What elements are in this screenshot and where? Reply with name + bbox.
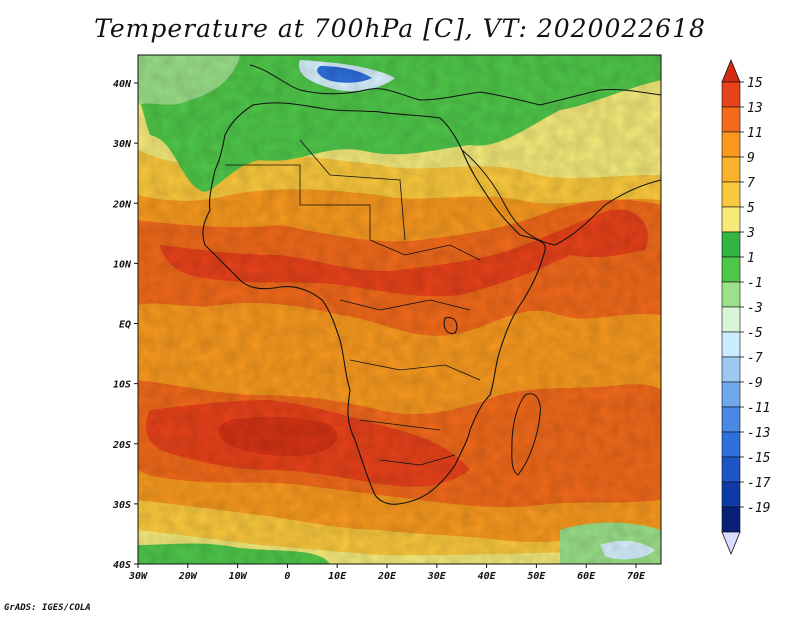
- colorbar-label: -13: [747, 426, 770, 441]
- lat-tick-label: 40S: [113, 560, 131, 571]
- colorbar-label: -19: [747, 501, 770, 516]
- country-border: [299, 139, 406, 241]
- lon-tick-label: 10W: [229, 571, 248, 582]
- country-border: [339, 299, 471, 311]
- latitude-axis: 40N 30N 20N 10N EQ 10S 20S 30S 40S: [112, 79, 138, 571]
- madagascar-coastline: [511, 393, 541, 476]
- longitude-axis: 30W 20W 10W 0 10E 20E 30E 40E 50E 60E 70E: [128, 564, 646, 582]
- software-credit: GrADS: IGES/COLA: [4, 603, 91, 613]
- colorbar-label: -11: [747, 401, 770, 416]
- country-border: [349, 359, 481, 381]
- colorbar-swatch: [721, 206, 741, 233]
- lon-tick-label: 30W: [128, 571, 148, 582]
- colorbar-swatch: [721, 306, 741, 333]
- lat-tick-label: 30N: [112, 139, 132, 150]
- coastlines: [202, 64, 661, 505]
- colorbar-swatch: [721, 331, 741, 358]
- colorbar-label: 3: [746, 226, 755, 241]
- lake-victoria: [443, 316, 458, 334]
- colorbar-swatch: [721, 81, 741, 108]
- lat-tick-label: 30S: [112, 500, 131, 511]
- lat-tick-label: EQ: [119, 320, 131, 331]
- arabia-coastline: [461, 149, 661, 246]
- colorbar-swatch: [721, 156, 741, 183]
- lon-tick-label: 10E: [328, 571, 347, 582]
- lat-tick-label: 20S: [112, 440, 131, 451]
- colorbar-label: 13: [747, 101, 763, 116]
- colorbar-swatch: [721, 456, 741, 483]
- colorbar-label: 15: [747, 76, 763, 91]
- colorbar: 15 13 11 9 7 5 3 1 -1 -3 -5 -7 -9 -11 -13 -15 -17 -19: [721, 58, 771, 556]
- country-border: [379, 454, 456, 466]
- colorbar-label: 9: [747, 151, 755, 166]
- lon-tick-label: 40E: [478, 571, 497, 582]
- colorbar-label: -7: [747, 351, 763, 366]
- colorbar-label: -1: [747, 276, 763, 291]
- colorbar-label: 11: [747, 126, 763, 141]
- europe-coastline: [249, 64, 661, 106]
- colorbar-swatch: [721, 506, 741, 533]
- colorbar-label: -5: [747, 326, 763, 341]
- lon-tick-label: 60E: [577, 571, 596, 582]
- colorbar-swatch: [721, 181, 741, 208]
- country-border: [359, 419, 441, 431]
- chart-title: Temperature at 700hPa [C], VT: 202002261…: [94, 14, 706, 43]
- colorbar-swatch: [721, 256, 741, 283]
- lon-tick-label: 50E: [527, 571, 546, 582]
- lat-tick-label: 20N: [112, 199, 132, 210]
- colorbar-label: 1: [747, 251, 755, 266]
- lat-tick-label: 40N: [113, 79, 132, 90]
- temperature-field: [138, 55, 661, 564]
- lat-tick-label: 10S: [113, 380, 131, 391]
- colorbar-swatch: [721, 356, 741, 383]
- lon-tick-label: 0: [284, 571, 290, 582]
- colorbar-swatch: [721, 131, 741, 158]
- colorbar-top-arrow: [721, 58, 741, 83]
- country-border: [369, 239, 481, 261]
- country-border: [225, 164, 371, 240]
- colorbar-swatch: [721, 381, 741, 408]
- lon-tick-label: 20E: [377, 571, 397, 582]
- colorbar-swatch: [721, 431, 741, 458]
- colorbar-label: -15: [747, 451, 771, 466]
- colorbar-swatch: [721, 481, 741, 508]
- lat-tick-label: 10N: [113, 259, 132, 270]
- colorbar-swatch: [721, 106, 741, 133]
- lon-tick-label: 30E: [427, 571, 447, 582]
- colorbar-swatch: [721, 281, 741, 308]
- colorbar-label: 5: [747, 201, 755, 216]
- colorbar-label: -17: [747, 476, 771, 491]
- colorbar-label: -3: [747, 301, 763, 316]
- colorbar-swatch: [721, 231, 741, 258]
- colorbar-label: 7: [747, 176, 755, 191]
- colorbar-swatch: [721, 406, 741, 433]
- colorbar-label: -9: [747, 376, 763, 391]
- map-frame: [137, 54, 662, 565]
- lon-tick-label: 70E: [627, 571, 646, 582]
- colorbar-bottom-arrow: [721, 531, 741, 556]
- lon-tick-label: 20W: [178, 571, 198, 582]
